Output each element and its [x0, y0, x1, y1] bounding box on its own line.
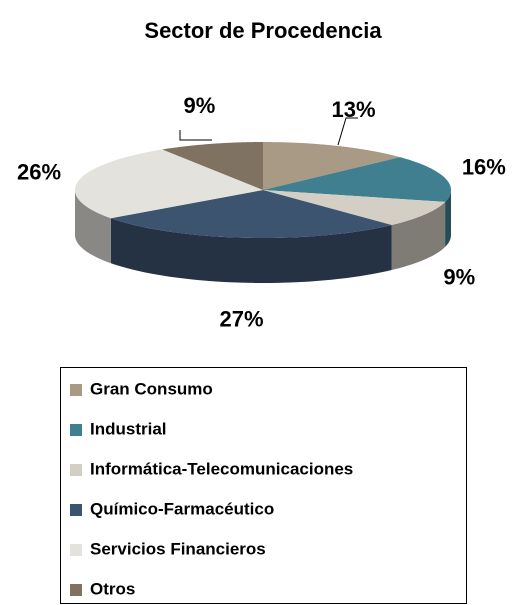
slice [75, 149, 263, 219]
legend [60, 367, 467, 604]
slice [162, 142, 263, 190]
legend-swatch [70, 384, 82, 396]
leader-line [179, 130, 212, 141]
slice-side [75, 190, 111, 264]
data-label: 13% [332, 97, 376, 122]
slice [263, 190, 446, 225]
slice-side [110, 218, 392, 283]
legend-swatch [70, 504, 82, 516]
data-label: 26% [17, 160, 61, 185]
legend-label: Gran Consumo [90, 379, 213, 398]
legend-swatch [70, 544, 82, 556]
data-label: 27% [220, 306, 264, 331]
slice-side [391, 201, 446, 270]
slice-side [445, 190, 451, 247]
chart-title: Sector de Procedencia [144, 18, 382, 43]
slice [263, 142, 401, 190]
slice [263, 157, 451, 202]
legend-swatch [70, 584, 82, 596]
legend-label: Informática-Telecomunicaciones [90, 459, 353, 478]
legend-label: Servicios Financieros [90, 539, 266, 558]
legend-swatch [70, 464, 82, 476]
legend-swatch [70, 424, 82, 436]
pie [75, 142, 451, 283]
data-label: 16% [462, 154, 506, 179]
legend-label: Químico-Farmacéutico [90, 499, 274, 518]
legend-label: Otros [90, 579, 135, 598]
leader-line [337, 117, 358, 146]
legend-label: Industrial [90, 419, 167, 438]
data-label: 9% [443, 265, 475, 290]
data-label: 9% [183, 93, 215, 118]
slice [110, 190, 392, 238]
